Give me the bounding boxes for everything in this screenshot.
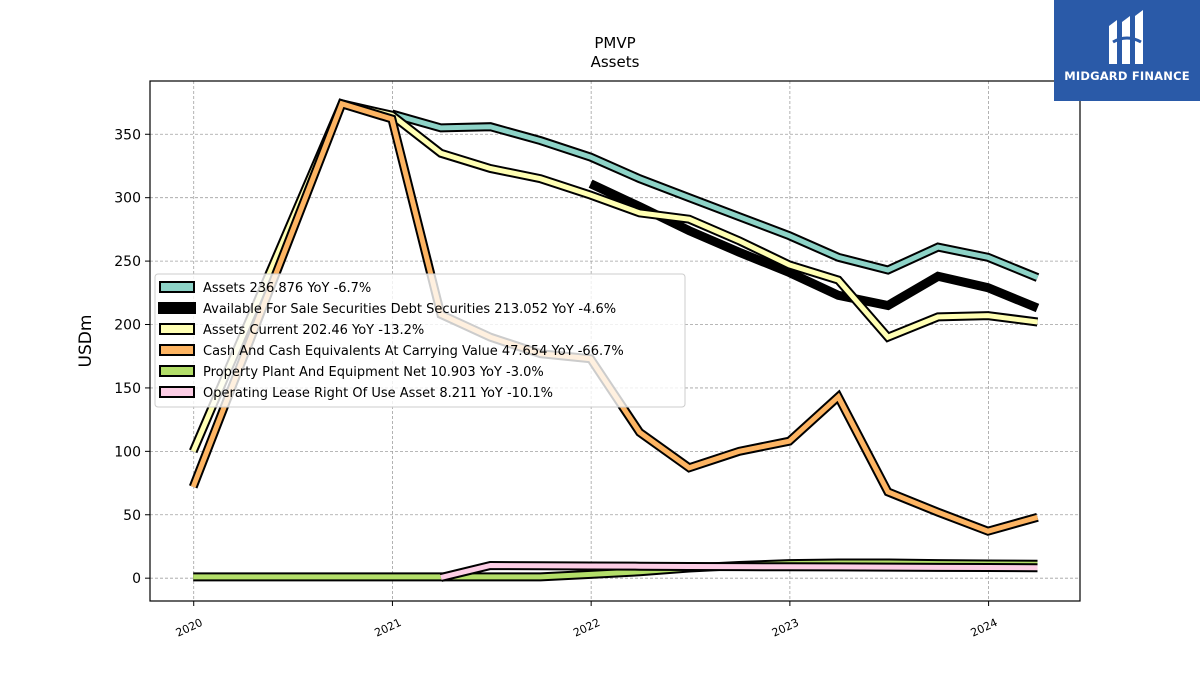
legend-label: Available For Sale Securities Debt Secur… <box>203 302 616 317</box>
x-tick-label: 2024 <box>969 616 1000 640</box>
legend-label: Cash And Cash Equivalents At Carrying Va… <box>203 344 624 359</box>
series-line-5 <box>440 562 1038 580</box>
chart-subtitle: Assets <box>591 53 640 71</box>
legend-swatch <box>159 386 195 398</box>
y-tick-label: 200 <box>114 318 141 334</box>
legend-swatch <box>159 344 195 356</box>
y-tick-label: 150 <box>114 381 141 397</box>
y-tick-label: 0 <box>132 571 141 587</box>
y-tick-label: 50 <box>123 508 141 524</box>
series-line-3 <box>190 100 1039 534</box>
legend-label: Property Plant And Equipment Net 10.903 … <box>203 365 544 380</box>
y-tick-label: 350 <box>114 127 141 143</box>
series-line-0 <box>391 111 1039 280</box>
legend-label: Assets 236.876 YoY -6.7% <box>203 281 371 296</box>
brand-badge: MIDGARD FINANCE <box>1054 0 1200 101</box>
chart-title: PMVP <box>594 34 635 52</box>
x-tick-label: 2022 <box>571 616 602 640</box>
series-line-2 <box>190 100 1038 453</box>
y-tick-label: 250 <box>114 254 141 270</box>
midgard-logo-icon <box>1109 10 1143 64</box>
legend-label: Assets Current 202.46 YoY -13.2% <box>203 323 424 338</box>
series-outline-0 <box>390 109 1040 282</box>
x-tick-label: 2021 <box>373 616 404 640</box>
legend-box <box>154 273 686 408</box>
brand-name: MIDGARD FINANCE <box>1064 69 1190 83</box>
y-tick-label: 300 <box>114 191 141 207</box>
legend-label: Operating Lease Right Of Use Asset 8.211… <box>203 386 553 401</box>
x-tick-label: 2020 <box>174 616 205 640</box>
x-tick-label: 2023 <box>770 616 801 640</box>
y-axis-label: USDm <box>76 315 96 368</box>
legend-swatch <box>158 302 196 314</box>
legend-swatch <box>159 365 195 377</box>
y-tick-label: 100 <box>114 444 141 460</box>
plot-frame <box>149 80 1081 602</box>
legend-swatch <box>159 281 195 293</box>
legend-swatch <box>159 323 195 335</box>
